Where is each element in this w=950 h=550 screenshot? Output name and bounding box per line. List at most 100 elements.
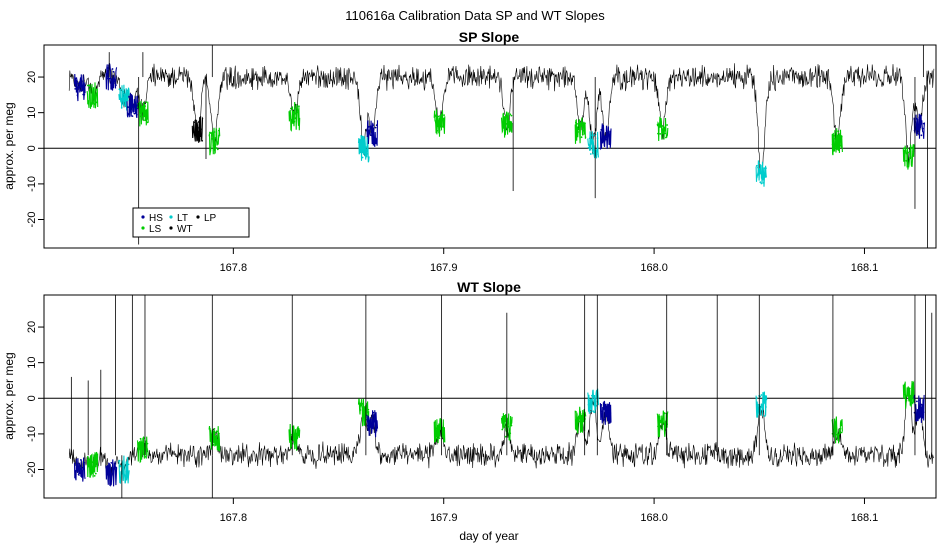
calibration-point — [587, 146, 590, 149]
y-tick-label: -10 — [26, 176, 38, 192]
x-axis-label: day of year — [459, 529, 518, 543]
calibration-point — [904, 393, 907, 396]
calibration-point — [600, 129, 603, 131]
legend-box — [132, 207, 250, 238]
calibration-point — [836, 433, 838, 436]
calibration-point — [374, 126, 377, 129]
calibration-point — [373, 138, 376, 141]
calibration-point — [607, 132, 609, 135]
calibration-point — [439, 424, 442, 426]
calibration-point — [594, 399, 597, 401]
calibration-point — [129, 100, 132, 103]
calibration-point — [214, 137, 217, 139]
calibration-point — [761, 409, 764, 411]
calibration-segment-ls — [137, 100, 149, 127]
calibration-point — [922, 122, 925, 125]
calibration-point — [293, 120, 296, 123]
calibration-segment-ls — [433, 109, 446, 137]
calibration-point — [111, 68, 114, 70]
calibration-point — [581, 410, 584, 412]
calibration-point — [837, 439, 840, 442]
calibration-point — [110, 462, 113, 464]
calibration-point — [916, 117, 918, 120]
calibration-point — [123, 473, 125, 475]
calibration-point — [140, 110, 143, 113]
calibration-point — [834, 427, 836, 430]
calibration-segment-hs — [599, 400, 612, 425]
calibration-point — [108, 468, 110, 471]
calibration-point — [140, 441, 143, 444]
calibration-point — [765, 167, 767, 170]
calibration-point — [504, 128, 507, 131]
calibration-point — [298, 105, 300, 108]
calibration-point — [603, 140, 606, 143]
calibration-point — [910, 404, 912, 406]
calibration-point — [505, 123, 508, 125]
calibration-point — [360, 139, 363, 142]
calibration-point — [137, 449, 140, 451]
calibration-point — [504, 435, 507, 438]
calibration-point — [839, 144, 842, 147]
x-tick-label: 168.1 — [851, 512, 879, 524]
calibration-point — [588, 399, 591, 402]
calibration-point — [661, 418, 664, 421]
calibration-point — [908, 149, 911, 152]
calibration-point — [292, 435, 295, 438]
calibration-point — [292, 111, 295, 113]
calibration-point — [126, 473, 129, 476]
calibration-point — [110, 78, 113, 81]
calibration-point — [437, 115, 440, 118]
calibration-point — [509, 113, 512, 116]
calibration-point — [579, 123, 582, 126]
calibration-segment-ls — [208, 127, 221, 156]
calibration-point — [439, 118, 442, 121]
calibration-point — [367, 420, 370, 422]
legend-marker-lt — [169, 215, 173, 219]
calibration-point — [919, 126, 922, 129]
calibration-point — [361, 156, 364, 159]
calibration-point — [86, 456, 89, 458]
calibration-point — [762, 401, 765, 404]
calibration-point — [119, 465, 122, 467]
calibration-point — [437, 426, 440, 428]
calibration-point — [917, 132, 919, 135]
x-tick-label: 168.0 — [640, 512, 668, 524]
calibration-segment-ls — [831, 128, 843, 156]
calibration-point — [290, 107, 292, 110]
calibration-point — [501, 428, 504, 431]
calibration-segment-lt — [118, 455, 130, 484]
sp-slope-plot-frame — [43, 44, 937, 249]
x-tick-label: 168.0 — [640, 262, 668, 274]
calibration-point — [125, 470, 128, 473]
calibration-point — [94, 472, 97, 475]
calibration-point — [218, 129, 220, 132]
calibration-point — [76, 94, 79, 97]
calibration-point — [904, 149, 907, 152]
calibration-point — [145, 440, 148, 443]
calibration-point — [366, 411, 369, 414]
calibration-point — [360, 404, 363, 406]
calibration-point — [77, 473, 80, 476]
calibration-point — [89, 475, 91, 477]
calibration-point — [919, 407, 922, 409]
calibration-point — [436, 129, 439, 132]
calibration-point — [139, 437, 142, 440]
calibration-point — [212, 144, 215, 147]
calibration-point — [834, 137, 836, 140]
calibration-point — [609, 412, 612, 414]
calibration-point — [197, 121, 200, 123]
calibration-point — [112, 70, 115, 73]
calibration-point — [755, 397, 758, 399]
calibration-point — [759, 395, 762, 398]
calibration-point — [908, 387, 911, 390]
calibration-point — [93, 103, 96, 106]
calibration-point — [435, 427, 437, 430]
calibration-point — [442, 125, 444, 128]
calibration-point — [596, 137, 599, 140]
y-tick-label: -20 — [26, 212, 38, 228]
calibration-point — [507, 425, 509, 428]
calibration-point — [96, 101, 98, 104]
calibration-point — [440, 113, 443, 116]
wt-slope-panel: WT Slope -20 -10 0 10 20 167.8 167.9 168.0 168.1… — [2, 279, 937, 524]
x-tick-label: 167.9 — [430, 262, 458, 274]
